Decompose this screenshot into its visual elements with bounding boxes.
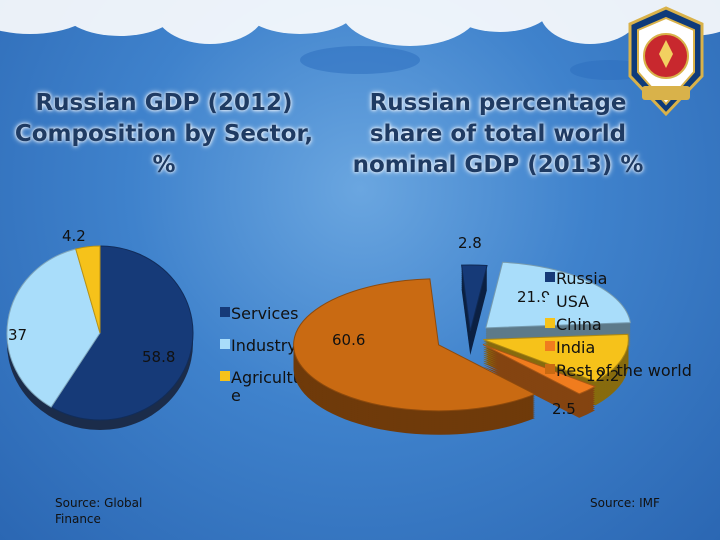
left-source-note: Source: Global Finance — [55, 496, 142, 526]
legend-swatch-services — [220, 307, 230, 317]
pie-slice-russia — [461, 264, 488, 332]
left-chart-title: Russian GDP (2012) Composition by Sector… — [14, 90, 314, 178]
legend-label-india: India — [556, 338, 595, 357]
university-emblem-logo — [628, 6, 704, 117]
legend-swatch-usa — [545, 295, 555, 305]
data-label-russia: 2.8 — [458, 234, 482, 252]
data-label-agricultur-e: 4.2 — [62, 227, 86, 245]
legend-label-usa: USA — [556, 292, 589, 311]
world-gdp-share-pie: 2.8 21.9 12.2 2.5 60.6 Russia USA China India Res… — [293, 234, 692, 435]
pie-slice-industry — [6, 248, 101, 408]
pie-slice-usa — [485, 261, 631, 329]
pie-slice-agricultur-e — [75, 245, 101, 334]
data-label-india: 2.5 — [552, 400, 576, 418]
right-chart-title: Russian percentage share of total world … — [352, 90, 644, 178]
legend-swatch-china — [545, 318, 555, 328]
data-label-china: 12.2 — [586, 367, 619, 385]
data-label-rest-of-the-world: 60.6 — [332, 331, 365, 349]
legend-label-rest-of-the-world: Rest of the world — [556, 361, 692, 380]
data-label-services: 58.8 — [142, 348, 175, 366]
pie-slice-china — [483, 333, 629, 382]
legend-swatch-industry — [220, 339, 230, 349]
data-label-industry: 37 — [8, 326, 27, 344]
gdp-composition-pie: 58.8 37 4.2 Services Industry Agricultur e — [6, 227, 310, 430]
legend-label-industry: Industry — [231, 336, 297, 355]
legend-label-russia: Russia — [556, 269, 607, 288]
legend-swatch-agricultur-e — [220, 371, 230, 381]
legend-label-agricultur-e: Agricultur e — [231, 368, 310, 405]
legend-swatch-rest-of-the-world — [545, 364, 555, 374]
pie-slice-services — [50, 245, 194, 421]
legend-swatch-india — [545, 341, 555, 351]
pie-slice-rest-of-the-world — [293, 278, 537, 412]
legend-label-services: Services — [231, 304, 298, 323]
pie-slice-india — [482, 344, 597, 395]
data-label-usa: 21.9 — [517, 288, 550, 306]
legend-swatch-russia — [545, 272, 555, 282]
right-source-note: Source: IMF — [590, 496, 660, 510]
legend-label-china: China — [556, 315, 602, 334]
